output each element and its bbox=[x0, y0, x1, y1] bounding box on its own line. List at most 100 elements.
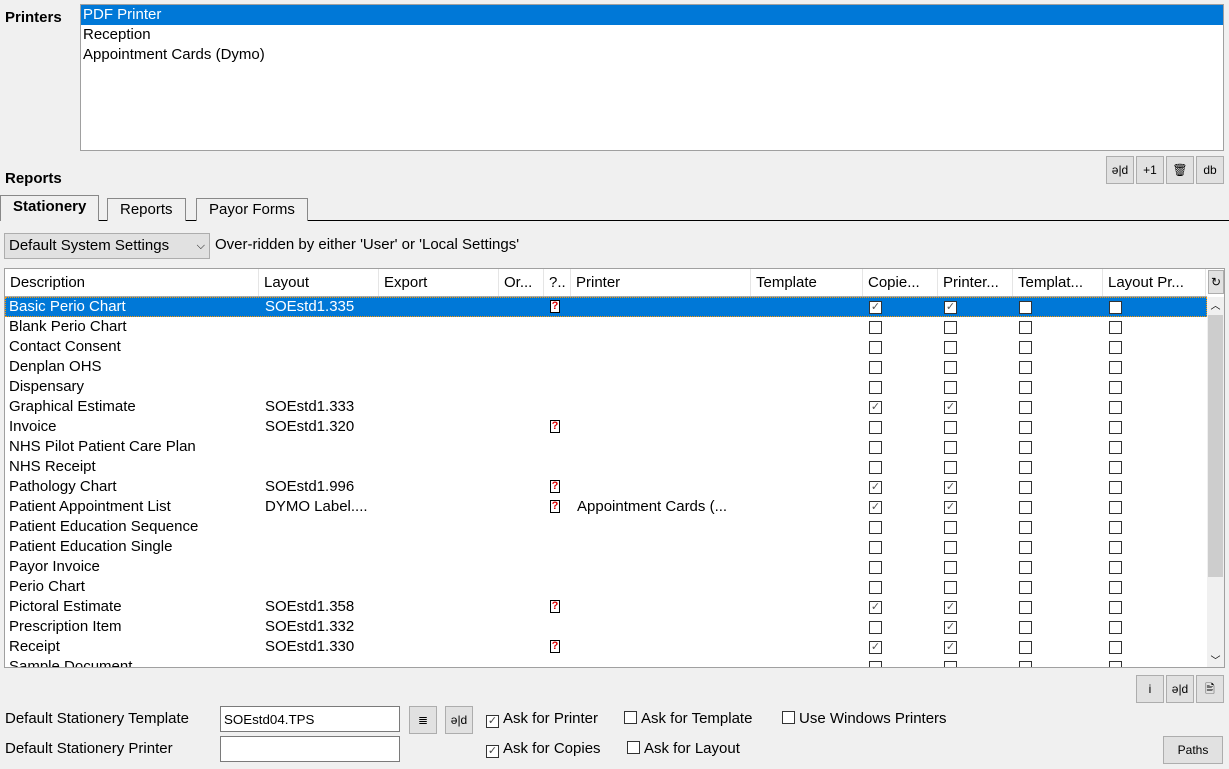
row-checkbox[interactable] bbox=[1019, 501, 1032, 514]
help-document-icon[interactable]: ? bbox=[550, 300, 560, 313]
help-document-icon[interactable]: ? bbox=[550, 480, 560, 493]
row-checkbox[interactable] bbox=[869, 441, 882, 454]
row-checkbox[interactable] bbox=[869, 321, 882, 334]
printer-item[interactable]: PDF Printer bbox=[81, 5, 1223, 25]
table-row[interactable]: Patient Appointment List DYMO Label....? A… bbox=[5, 497, 1207, 517]
column-header[interactable]: Printer bbox=[571, 269, 751, 297]
row-checkbox[interactable] bbox=[944, 341, 957, 354]
row-checkbox[interactable] bbox=[1109, 501, 1122, 514]
scroll-up-icon[interactable]: ︿ bbox=[1210, 301, 1221, 312]
help-document-icon[interactable]: ? bbox=[550, 600, 560, 613]
row-checkbox[interactable] bbox=[944, 381, 957, 394]
row-checkbox[interactable] bbox=[1019, 461, 1032, 474]
help-document-icon[interactable]: ? bbox=[550, 500, 560, 513]
printer-item[interactable]: Appointment Cards (Dymo) bbox=[83, 46, 265, 63]
table-row[interactable]: Basic Perio Chart SOEstd1.335? ✓ ✓ bbox=[5, 297, 1207, 317]
row-checkbox[interactable] bbox=[1019, 581, 1032, 594]
row-checkbox[interactable]: ✓ bbox=[944, 601, 957, 614]
column-header[interactable]: Export bbox=[379, 269, 499, 297]
table-row[interactable]: Patient Education Single bbox=[5, 537, 1207, 557]
help-document-icon[interactable]: ? bbox=[550, 420, 560, 433]
tab-stationery[interactable]: Stationery bbox=[0, 195, 100, 221]
printer-item[interactable]: Reception bbox=[83, 26, 151, 43]
row-checkbox[interactable] bbox=[1019, 481, 1032, 494]
default-printer-input[interactable] bbox=[220, 736, 400, 762]
column-header[interactable]: Printer... bbox=[938, 269, 1013, 297]
row-checkbox[interactable] bbox=[1109, 401, 1122, 414]
row-checkbox[interactable] bbox=[1019, 301, 1032, 314]
info-button[interactable]: i bbox=[1136, 675, 1164, 703]
row-checkbox[interactable] bbox=[944, 361, 957, 374]
row-checkbox[interactable] bbox=[1019, 421, 1032, 434]
row-checkbox[interactable]: ✓ bbox=[869, 301, 882, 314]
checkbox-ask-for-copies[interactable]: ✓ Ask for Copies bbox=[486, 740, 601, 758]
print-preview-button[interactable]: 🖹 bbox=[1196, 675, 1224, 703]
paths-button[interactable]: Paths bbox=[1163, 736, 1223, 764]
default-template-input[interactable] bbox=[220, 706, 400, 732]
column-header[interactable]: ?.. bbox=[544, 269, 571, 297]
table-row[interactable]: Dispensary bbox=[5, 377, 1207, 397]
vertical-scrollbar[interactable]: ︿ ﹀ bbox=[1207, 297, 1224, 667]
row-checkbox[interactable] bbox=[1019, 621, 1032, 634]
row-checkbox[interactable] bbox=[1019, 321, 1032, 334]
table-row[interactable]: Blank Perio Chart bbox=[5, 317, 1207, 337]
row-checkbox[interactable] bbox=[1019, 401, 1032, 414]
table-row[interactable]: Pathology Chart SOEstd1.996? ✓ ✓ bbox=[5, 477, 1207, 497]
row-checkbox[interactable] bbox=[869, 461, 882, 474]
row-checkbox[interactable] bbox=[1019, 561, 1032, 574]
table-row[interactable]: Patient Education Sequence bbox=[5, 517, 1207, 537]
row-checkbox[interactable]: ✓ bbox=[944, 641, 957, 654]
table-row[interactable]: Denplan OHS bbox=[5, 357, 1207, 377]
row-checkbox[interactable] bbox=[1019, 341, 1032, 354]
row-checkbox[interactable] bbox=[869, 621, 882, 634]
table-row[interactable]: Sample Document bbox=[5, 657, 1207, 667]
checkbox-ask-for-template[interactable]: Ask for Template bbox=[624, 710, 752, 727]
column-header[interactable]: Template bbox=[751, 269, 863, 297]
row-checkbox[interactable] bbox=[869, 341, 882, 354]
row-checkbox[interactable] bbox=[944, 441, 957, 454]
row-checkbox[interactable] bbox=[1109, 321, 1122, 334]
refresh-button[interactable]: ↻ bbox=[1208, 270, 1224, 294]
row-checkbox[interactable] bbox=[1019, 361, 1032, 374]
checkbox-box[interactable] bbox=[782, 711, 795, 724]
tab-payor-forms[interactable]: Payor Forms bbox=[196, 198, 308, 221]
row-checkbox[interactable]: ✓ bbox=[869, 601, 882, 614]
row-checkbox[interactable] bbox=[1019, 441, 1032, 454]
scroll-down-icon[interactable]: ﹀ bbox=[1210, 656, 1221, 667]
column-header[interactable]: Copie... bbox=[863, 269, 938, 297]
checkbox-ask-for-layout[interactable]: Ask for Layout bbox=[627, 740, 740, 757]
table-row[interactable]: Payor Invoice bbox=[5, 557, 1207, 577]
row-checkbox[interactable] bbox=[1019, 661, 1032, 667]
scrollbar-thumb[interactable] bbox=[1208, 315, 1223, 577]
delete-button[interactable]: 🗑 bbox=[1166, 156, 1194, 184]
row-checkbox[interactable] bbox=[869, 421, 882, 434]
row-checkbox[interactable]: ✓ bbox=[869, 401, 882, 414]
row-checkbox[interactable] bbox=[1109, 541, 1122, 554]
row-checkbox[interactable] bbox=[869, 521, 882, 534]
column-header[interactable]: Layout Pr... bbox=[1103, 269, 1206, 297]
column-header[interactable]: Templat... bbox=[1013, 269, 1103, 297]
row-checkbox[interactable] bbox=[1019, 381, 1032, 394]
table-row[interactable]: NHS Receipt bbox=[5, 457, 1207, 477]
stationery-grid[interactable]: Description Layout Export Or...?.. Printer Te… bbox=[4, 268, 1225, 668]
row-checkbox[interactable] bbox=[944, 581, 957, 594]
row-checkbox[interactable] bbox=[1109, 481, 1122, 494]
row-checkbox[interactable] bbox=[1109, 581, 1122, 594]
row-checkbox[interactable] bbox=[869, 541, 882, 554]
row-checkbox[interactable] bbox=[1109, 561, 1122, 574]
row-checkbox[interactable] bbox=[944, 421, 957, 434]
checkbox-box[interactable]: ✓ bbox=[486, 745, 499, 758]
template-edit-button[interactable]: ǝ|d bbox=[445, 706, 473, 734]
column-header[interactable]: Description bbox=[5, 269, 259, 297]
row-checkbox[interactable] bbox=[1019, 541, 1032, 554]
database-button[interactable]: db bbox=[1196, 156, 1224, 184]
row-checkbox[interactable]: ✓ bbox=[869, 481, 882, 494]
row-checkbox[interactable] bbox=[944, 461, 957, 474]
row-checkbox[interactable] bbox=[869, 661, 882, 667]
help-document-icon[interactable]: ? bbox=[550, 640, 560, 653]
table-row[interactable]: Prescription Item SOEstd1.332 ✓ bbox=[5, 617, 1207, 637]
table-row[interactable]: Receipt SOEstd1.330? ✓ ✓ bbox=[5, 637, 1207, 657]
row-checkbox[interactable] bbox=[1109, 641, 1122, 654]
row-checkbox[interactable]: ✓ bbox=[869, 501, 882, 514]
row-checkbox[interactable] bbox=[1109, 301, 1122, 314]
